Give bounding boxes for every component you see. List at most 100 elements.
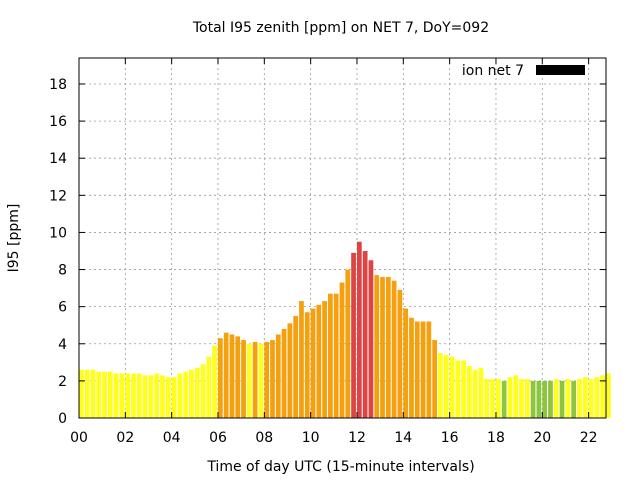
y-tick-label: 0 <box>58 411 67 427</box>
x-tick-label: 04 <box>163 430 181 446</box>
bar <box>310 308 316 418</box>
bar <box>461 360 466 418</box>
bar <box>223 332 229 418</box>
bar <box>472 369 478 418</box>
bar <box>96 371 102 418</box>
bar <box>490 379 495 418</box>
bar <box>553 379 559 418</box>
x-tick-label: 18 <box>487 430 505 446</box>
x-tick-label: 00 <box>70 430 88 446</box>
bar <box>177 373 183 418</box>
bar <box>438 353 443 418</box>
x-tick-label: 14 <box>394 430 412 446</box>
bar <box>316 304 322 418</box>
bar <box>519 379 524 418</box>
chart-title: Total I95 zenith [ppm] on NET 7, DoY=092 <box>192 20 489 36</box>
y-tick-label: 14 <box>49 151 67 167</box>
x-tick-labels: 00 02 04 06 08 10 12 14 16 18 20 22 <box>70 430 597 446</box>
bar <box>478 367 484 418</box>
x-tick-label: 16 <box>441 430 459 446</box>
bar <box>165 377 171 418</box>
bar <box>200 364 206 418</box>
bar <box>524 379 530 418</box>
bar <box>154 373 160 418</box>
bar <box>322 301 327 418</box>
y-tick-label: 4 <box>58 337 67 353</box>
bar <box>194 367 200 418</box>
bar <box>125 373 131 418</box>
bar <box>206 356 212 418</box>
bar <box>414 321 420 418</box>
bar <box>501 380 507 418</box>
bar <box>426 321 432 418</box>
bar <box>281 328 287 418</box>
x-axis-label: Time of day UTC (15-minute intervals) <box>206 459 474 475</box>
bar <box>275 334 281 418</box>
bar <box>409 317 414 418</box>
y-tick-label: 8 <box>58 263 67 279</box>
ticks <box>78 58 606 419</box>
bar <box>246 343 252 418</box>
bar <box>148 375 154 418</box>
x-tick-label: 10 <box>302 430 320 446</box>
bar <box>530 380 536 418</box>
x-tick-label: 12 <box>348 430 366 446</box>
x-tick-label: 20 <box>533 430 551 446</box>
bar <box>467 366 472 418</box>
bar <box>397 289 403 418</box>
bar <box>90 369 96 418</box>
bar <box>212 345 217 418</box>
y-tick-label: 12 <box>49 188 67 204</box>
bar <box>449 356 455 418</box>
bar <box>455 360 461 418</box>
bar <box>385 276 391 418</box>
bar <box>287 323 293 418</box>
bar <box>513 375 519 418</box>
y-axis-label: I95 [ppm] <box>6 204 22 273</box>
bar <box>304 312 310 418</box>
bar <box>107 371 113 418</box>
bars <box>79 241 611 418</box>
x-tick-label: 22 <box>580 430 598 446</box>
bar <box>328 293 333 418</box>
bar <box>299 301 304 418</box>
x-tick-label: 08 <box>255 430 273 446</box>
bar <box>351 252 356 418</box>
bar <box>189 369 194 418</box>
bar <box>391 280 397 418</box>
bar <box>368 260 374 418</box>
bar <box>588 379 594 418</box>
bar <box>432 340 438 418</box>
bar <box>131 373 136 418</box>
x-tick-label: 02 <box>116 430 134 446</box>
bar <box>403 308 409 418</box>
bar <box>270 340 275 418</box>
bar <box>136 373 142 418</box>
legend: ion net 7 <box>462 63 585 79</box>
y-tick-label: 2 <box>58 374 67 390</box>
bar <box>235 336 241 418</box>
legend-swatch <box>536 65 585 75</box>
bar <box>229 334 235 418</box>
bar <box>571 380 577 418</box>
bar <box>536 380 542 418</box>
bar <box>264 341 270 418</box>
bar <box>380 276 385 418</box>
bar <box>333 293 339 418</box>
bar <box>356 241 362 418</box>
bar <box>443 354 449 418</box>
bar <box>293 315 299 418</box>
bar <box>142 375 148 418</box>
bar <box>345 269 351 418</box>
bar <box>374 275 380 418</box>
y-tick-label: 6 <box>58 300 67 316</box>
bar <box>119 373 125 418</box>
bar <box>160 375 165 418</box>
bar <box>241 340 246 418</box>
bar <box>102 371 107 418</box>
plot-frame <box>78 57 607 419</box>
bar <box>582 377 588 418</box>
bar <box>339 282 345 418</box>
grid-lines <box>79 58 606 418</box>
